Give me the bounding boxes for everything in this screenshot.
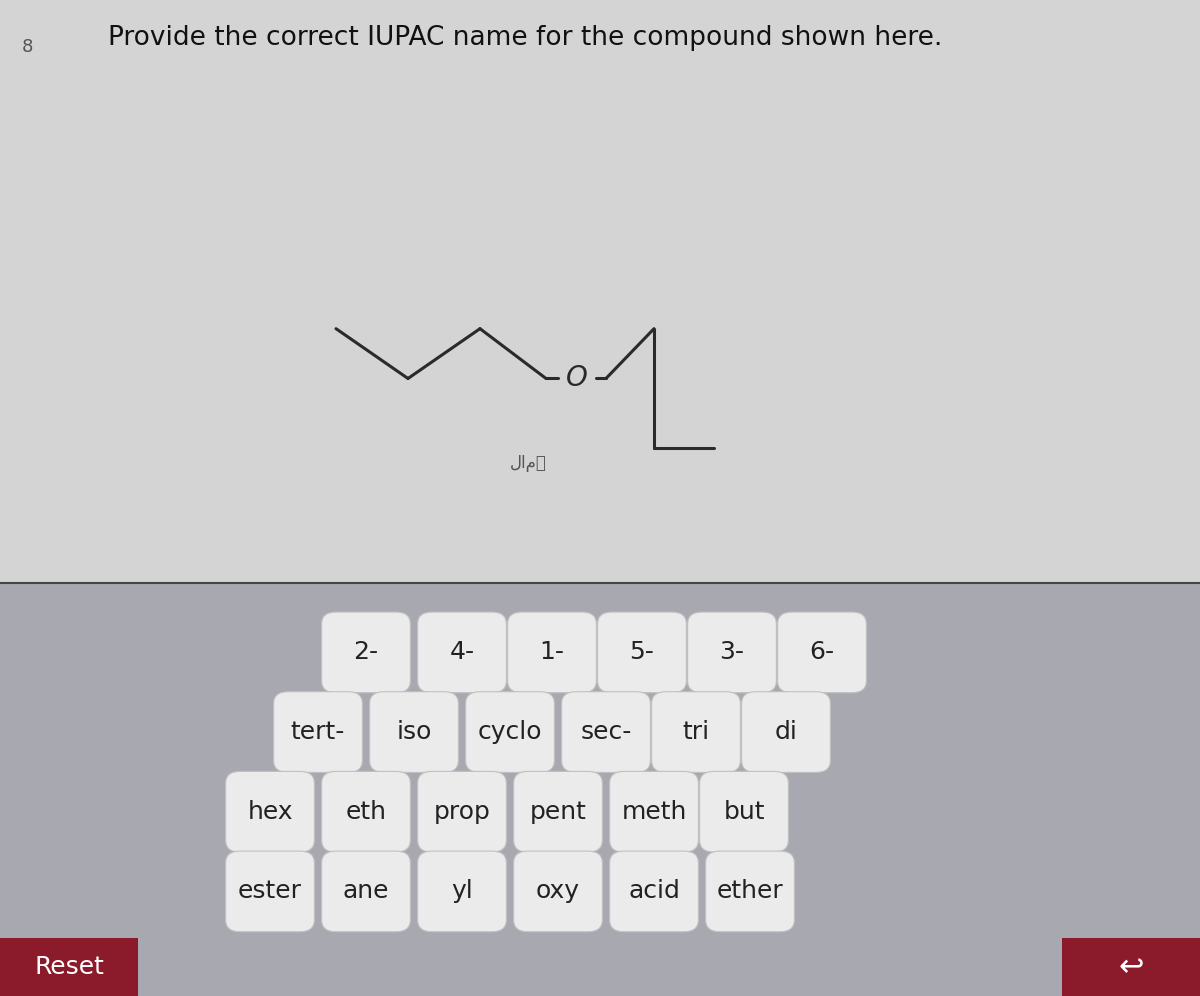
FancyBboxPatch shape — [274, 691, 362, 773]
FancyBboxPatch shape — [418, 851, 506, 932]
FancyBboxPatch shape — [226, 771, 314, 853]
FancyBboxPatch shape — [322, 851, 410, 932]
Text: hex: hex — [247, 800, 293, 824]
FancyBboxPatch shape — [700, 771, 788, 853]
Text: pent: pent — [529, 800, 587, 824]
Text: 4-: 4- — [450, 640, 474, 664]
FancyBboxPatch shape — [610, 851, 698, 932]
Text: Provide the correct IUPAC name for the compound shown here.: Provide the correct IUPAC name for the c… — [108, 25, 942, 51]
Text: لامہ: لامہ — [510, 454, 546, 472]
Text: O: O — [566, 365, 588, 392]
Text: 8: 8 — [22, 38, 32, 56]
Text: iso: iso — [396, 720, 432, 744]
Text: di: di — [774, 720, 798, 744]
FancyBboxPatch shape — [652, 691, 740, 773]
FancyBboxPatch shape — [466, 691, 554, 773]
Text: ane: ane — [343, 879, 389, 903]
Text: ether: ether — [716, 879, 784, 903]
Text: 2-: 2- — [354, 640, 378, 664]
FancyBboxPatch shape — [688, 612, 776, 693]
Text: meth: meth — [622, 800, 686, 824]
FancyBboxPatch shape — [562, 691, 650, 773]
FancyBboxPatch shape — [0, 583, 1200, 996]
Text: ↩: ↩ — [1118, 952, 1144, 982]
Text: sec-: sec- — [581, 720, 631, 744]
FancyBboxPatch shape — [322, 612, 410, 693]
FancyBboxPatch shape — [742, 691, 830, 773]
FancyBboxPatch shape — [598, 612, 686, 693]
FancyBboxPatch shape — [514, 771, 602, 853]
FancyBboxPatch shape — [370, 691, 458, 773]
Text: tert-: tert- — [290, 720, 346, 744]
Text: cyclo: cyclo — [478, 720, 542, 744]
FancyBboxPatch shape — [706, 851, 794, 932]
FancyBboxPatch shape — [0, 938, 138, 996]
FancyBboxPatch shape — [322, 771, 410, 853]
FancyBboxPatch shape — [418, 771, 506, 853]
Text: 1-: 1- — [540, 640, 564, 664]
FancyBboxPatch shape — [508, 612, 596, 693]
FancyBboxPatch shape — [0, 0, 1200, 583]
FancyBboxPatch shape — [514, 851, 602, 932]
Text: 5-: 5- — [630, 640, 654, 664]
Text: ester: ester — [238, 879, 302, 903]
Text: prop: prop — [433, 800, 491, 824]
Text: eth: eth — [346, 800, 386, 824]
FancyBboxPatch shape — [418, 612, 506, 693]
FancyBboxPatch shape — [778, 612, 866, 693]
Text: oxy: oxy — [536, 879, 580, 903]
Text: 6-: 6- — [810, 640, 834, 664]
FancyBboxPatch shape — [610, 771, 698, 853]
FancyBboxPatch shape — [1062, 938, 1200, 996]
Text: but: but — [724, 800, 764, 824]
Text: yl: yl — [451, 879, 473, 903]
Text: Reset: Reset — [34, 955, 104, 979]
Text: acid: acid — [628, 879, 680, 903]
Text: tri: tri — [683, 720, 709, 744]
FancyBboxPatch shape — [226, 851, 314, 932]
Text: 3-: 3- — [720, 640, 744, 664]
